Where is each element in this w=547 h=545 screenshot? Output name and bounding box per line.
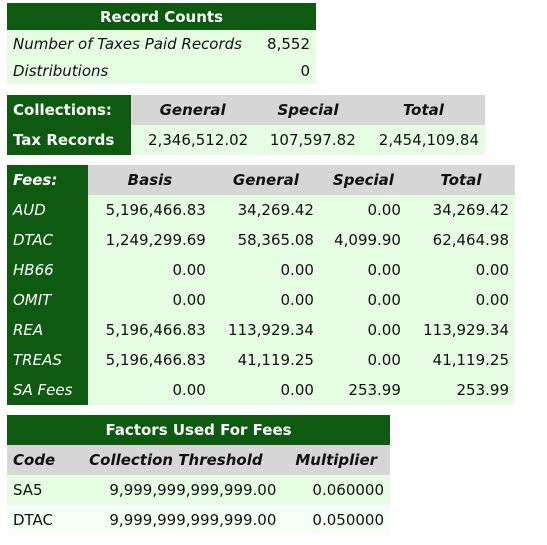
fees-col-total: Total (406, 165, 515, 195)
record-value: 0 (300, 61, 310, 80)
factors-col-threshold: Collection Threshold (69, 445, 283, 475)
fee-general: 34,269.42 (237, 201, 314, 219)
table-row: AUD 5,196,466.83 34,269.42 0.00 34,269.4… (7, 195, 515, 225)
collections-special-value: 107,597.82 (269, 131, 356, 149)
fee-general: 58,365.08 (237, 231, 314, 249)
fee-total: 113,929.34 (423, 321, 509, 339)
fee-basis: 5,196,466.83 (105, 351, 206, 369)
collections-row-label: Tax Records (7, 125, 131, 155)
fee-total: 0.00 (475, 261, 509, 279)
factor-multiplier: 0.050000 (312, 511, 384, 529)
factor-threshold: 9,999,999,999,999.00 (109, 481, 277, 499)
collections-total-value: 2,454,109.84 (378, 131, 479, 149)
record-value: 8,552 (267, 34, 310, 53)
record-label: Number of Taxes Paid Records (13, 34, 242, 53)
factor-multiplier: 0.060000 (312, 481, 384, 499)
collections-col-special: Special (254, 95, 362, 125)
factors-col-code: Code (7, 445, 70, 475)
factors-col-multiplier: Multiplier (282, 445, 390, 475)
fee-code: AUD (7, 195, 88, 225)
collections-heading: Collections: (7, 95, 131, 125)
fee-code: SA Fees (7, 375, 88, 405)
fee-basis: 5,196,466.83 (105, 201, 206, 219)
factor-threshold: 9,999,999,999,999.00 (109, 511, 277, 529)
fees-col-general: General (211, 165, 320, 195)
fee-general: 41,119.25 (237, 351, 314, 369)
fee-total: 41,119.25 (432, 351, 509, 369)
fee-basis: 1,249,299.69 (105, 231, 206, 249)
fee-basis: 0.00 (172, 291, 206, 309)
fees-table: Fees: Basis General Special Total AUD 5,… (7, 165, 515, 405)
table-row: HB66 0.00 0.00 0.00 0.00 (7, 255, 515, 285)
table-row: Tax Records 2,346,512.02 107,597.82 2,45… (7, 125, 485, 155)
table-row: SA5 9,999,999,999,999.00 0.060000 (7, 475, 390, 505)
table-row: REA 5,196,466.83 113,929.34 0.00 113,929… (7, 315, 515, 345)
fee-code: TREAS (7, 345, 88, 375)
collections-col-general: General (131, 95, 255, 125)
record-counts-title: Record Counts (7, 3, 316, 30)
fee-code: OMIT (7, 285, 88, 315)
fee-total: 34,269.42 (432, 201, 509, 219)
table-row: Distributions 0 (7, 57, 316, 84)
fee-code: REA (7, 315, 88, 345)
table-row: TREAS 5,196,466.83 41,119.25 0.00 41,119… (7, 345, 515, 375)
record-label: Distributions (13, 61, 109, 80)
fee-general: 0.00 (280, 291, 314, 309)
factor-code: DTAC (13, 511, 54, 529)
collections-col-total: Total (361, 95, 485, 125)
fee-special: 0.00 (367, 201, 401, 219)
fee-general: 113,929.34 (228, 321, 314, 339)
fee-special: 0.00 (367, 351, 401, 369)
factors-title: Factors Used For Fees (7, 415, 390, 445)
fee-special: 4,099.90 (334, 231, 401, 249)
fee-total: 62,464.98 (432, 231, 509, 249)
fee-general: 0.00 (280, 381, 314, 399)
fees-col-special: Special (319, 165, 407, 195)
fee-basis: 5,196,466.83 (105, 321, 206, 339)
fee-code: HB66 (7, 255, 88, 285)
factor-code: SA5 (13, 481, 43, 499)
table-row: OMIT 0.00 0.00 0.00 0.00 (7, 285, 515, 315)
table-row: Number of Taxes Paid Records 8,552 (7, 30, 316, 57)
fees-heading: Fees: (7, 165, 88, 195)
table-row: DTAC 1,249,299.69 58,365.08 4,099.90 62,… (7, 225, 515, 255)
fees-col-basis: Basis (88, 165, 212, 195)
fee-special: 253.99 (348, 381, 401, 399)
table-row: DTAC 9,999,999,999,999.00 0.050000 (7, 505, 390, 535)
fee-basis: 0.00 (172, 381, 206, 399)
fee-total: 253.99 (456, 381, 510, 399)
collections-general-value: 2,346,512.02 (148, 131, 249, 149)
fee-general: 0.00 (280, 261, 314, 279)
table-row: SA Fees 0.00 0.00 253.99 253.99 (7, 375, 515, 405)
fee-special: 0.00 (367, 321, 401, 339)
factors-table: Factors Used For Fees Code Collection Th… (7, 415, 390, 535)
collections-table: Collections: General Special Total Tax R… (7, 95, 485, 155)
record-counts-table: Record Counts Number of Taxes Paid Recor… (7, 3, 316, 84)
fee-basis: 0.00 (172, 261, 206, 279)
fee-code: DTAC (7, 225, 88, 255)
fee-special: 0.00 (367, 261, 401, 279)
fee-total: 0.00 (475, 291, 509, 309)
fee-special: 0.00 (367, 291, 401, 309)
